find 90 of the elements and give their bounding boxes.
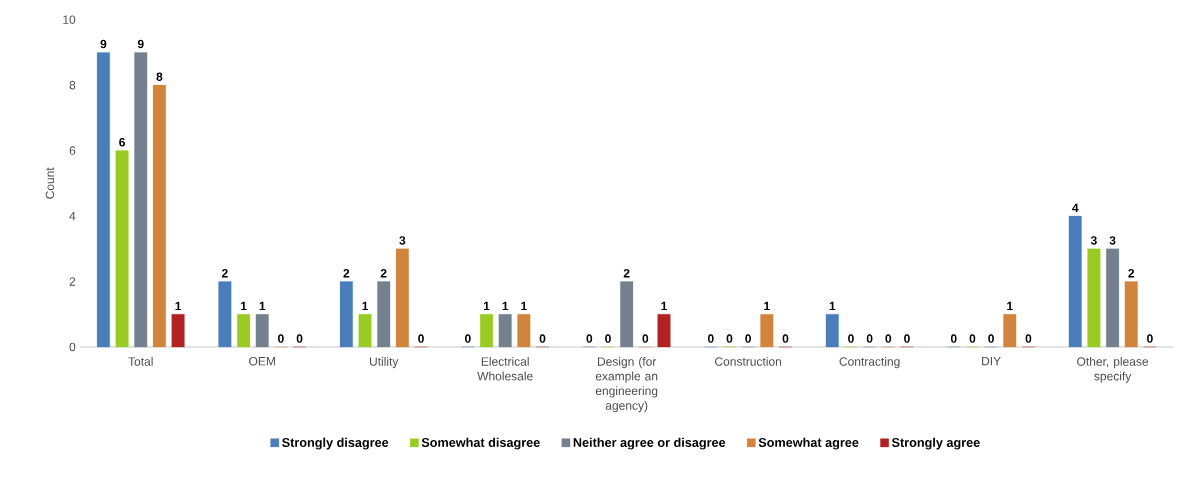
data-label: 1 [259,301,266,311]
x-tick-label: OEM [249,356,275,366]
data-label: 0 [1147,334,1153,343]
x-tick-label: Design (for example an engineering agency) [595,356,658,413]
bar [171,314,185,348]
data-label: 1 [483,301,490,311]
legend-label: Strongly disagree [282,437,389,450]
data-label: 0 [1025,334,1032,343]
data-label: 0 [586,334,593,343]
bar [1068,215,1082,348]
legend-label: Neither agree or disagree [573,437,726,450]
data-label: 0 [296,334,303,343]
data-label: 0 [904,334,910,343]
data-label: 1 [661,301,667,311]
data-label: 0 [782,334,789,343]
data-label: 0 [885,334,892,343]
data-label: 0 [418,334,424,343]
x-tick-label: Electrical Wholesale [477,356,533,381]
data-label: 1 [502,301,509,311]
data-label: 0 [745,334,751,343]
data-label: 3 [1090,236,1097,245]
data-label: 1 [829,301,836,311]
x-tick-label: Contracting [839,356,900,369]
data-label: 0 [605,334,611,343]
data-label: 0 [278,334,284,343]
data-label: 3 [399,236,406,245]
data-label: 0 [726,334,733,343]
x-tick-label: Other, please specify [1077,356,1149,383]
bar [1124,281,1138,348]
data-label: 9 [137,39,144,49]
bar [1106,248,1120,348]
y-axis-title: Count [45,167,55,199]
y-tick-label: 8 [69,80,76,90]
data-label: 4 [1072,203,1079,212]
data-label: 1 [362,301,369,311]
data-label: 6 [119,137,125,147]
bar [377,281,391,348]
data-label: 2 [343,269,350,278]
data-label: 1 [1007,301,1013,311]
data-label: 1 [764,301,770,311]
data-label: 3 [1109,236,1116,245]
bar [358,314,372,348]
data-label: 1 [175,301,182,311]
data-label: 0 [465,334,471,343]
data-label: 1 [240,301,247,311]
data-label: 0 [969,334,976,343]
bar [339,281,353,348]
bar [134,52,148,348]
bar [96,52,110,348]
legend-label: Strongly agree [891,437,980,450]
data-label: 1 [521,301,527,311]
y-tick-label: 6 [69,146,76,155]
y-tick-label: 10 [63,15,76,24]
bar [152,84,166,348]
bar [115,150,129,348]
bar [498,314,512,348]
data-label: 0 [707,334,714,343]
data-label: 8 [156,72,163,81]
data-label: 2 [380,269,387,278]
bar [760,314,774,348]
data-label: 0 [848,334,854,343]
data-label: 2 [1128,269,1135,278]
bar [1087,248,1101,348]
y-tick-label: 2 [69,277,76,286]
data-label: 0 [539,334,546,343]
bar [237,314,251,348]
data-label: 0 [642,334,649,343]
x-tick-label: DIY [982,356,1001,366]
bar [255,314,269,348]
data-label: 0 [950,334,957,343]
data-label: 0 [866,334,873,343]
bar [480,314,493,348]
y-tick-label: 4 [69,211,76,221]
data-label: 9 [100,39,107,49]
data-label: 2 [221,269,228,278]
y-tick-label: 0 [69,342,76,352]
data-label: 0 [988,334,994,343]
x-tick-label: Utility [369,356,399,369]
bar [657,314,671,348]
bar [517,314,531,348]
bar [825,314,839,348]
legend-label: Somewhat agree [758,437,859,450]
bar [1003,314,1017,348]
bar [218,281,232,348]
bar [620,281,634,348]
x-tick-label: Construction [715,356,782,366]
bar [395,248,409,348]
data-label: 2 [623,269,630,278]
x-tick-label: Total [128,356,153,366]
legend-label: Somewhat disagree [421,437,540,450]
